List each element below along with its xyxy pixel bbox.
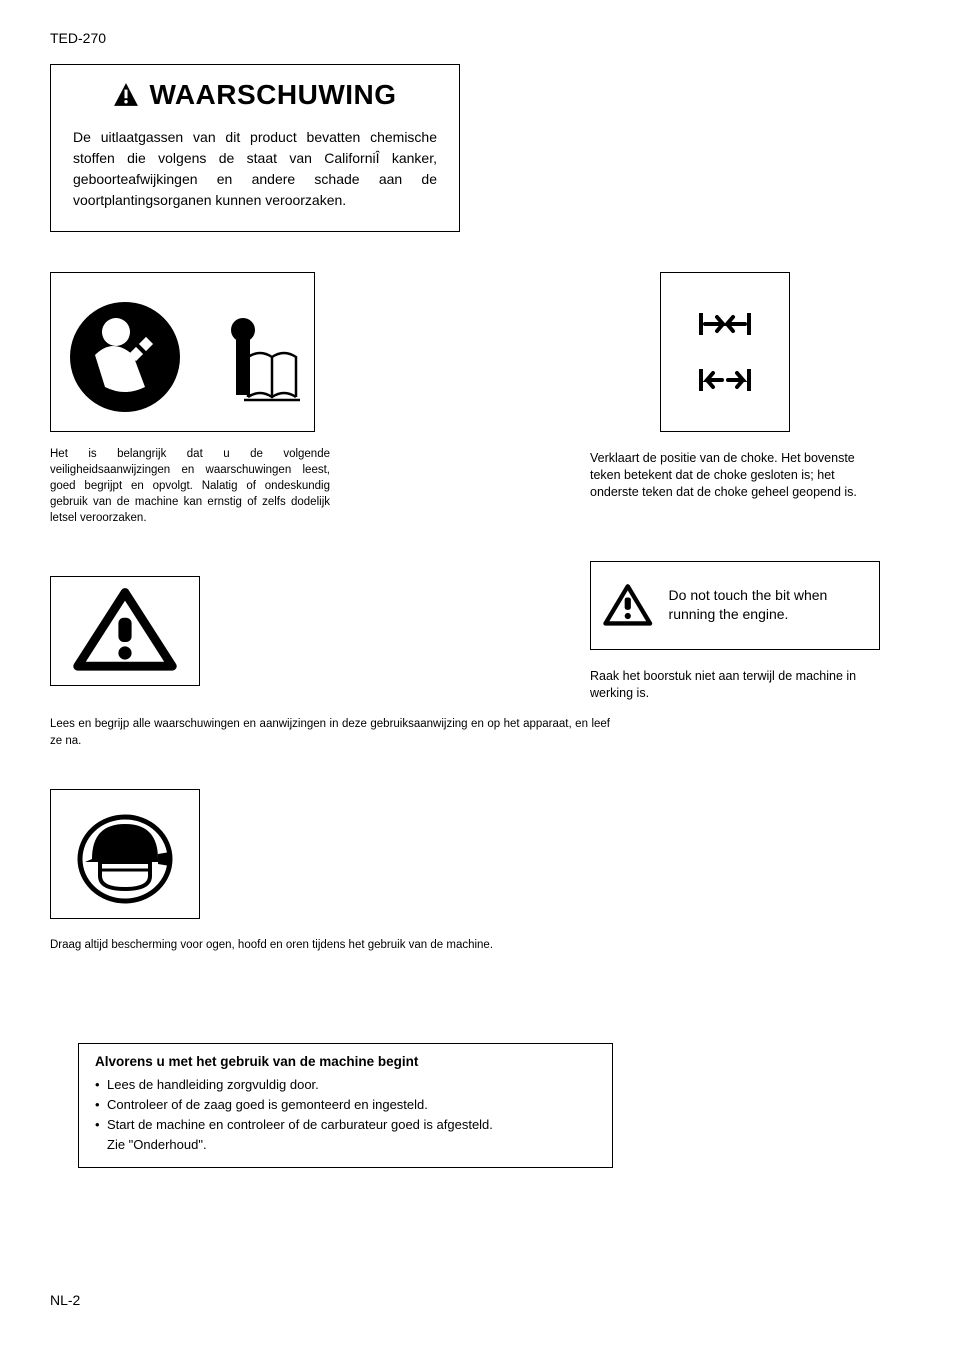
before-use-box: Alvorens u met het gebruik van de machin…	[78, 1043, 613, 1169]
bit-warning-text: Do not touch the bit when running the en…	[669, 586, 863, 624]
footer-code: NL-2	[50, 1292, 80, 1308]
choke-position-icon	[660, 272, 790, 432]
warning-box: WAARSCHUWING De uitlaatgassen van dit pr…	[50, 64, 460, 232]
ppe-caption: Draag altijd bescherming voor ogen, hoof…	[50, 937, 610, 953]
warning-title-row: WAARSCHUWING	[73, 79, 437, 111]
safety-read-manual-icon	[50, 272, 315, 432]
before-use-title: Alvorens u met het gebruik van de machin…	[95, 1054, 596, 1069]
right-column: Verklaart de positie van de choke. Het b…	[590, 272, 900, 716]
warning-text: De uitlaatgassen van dit product bevatte…	[73, 127, 437, 211]
bit-warning-triangle-icon	[603, 574, 653, 637]
choke-caption: Verklaart de positie van de choke. Het b…	[590, 450, 870, 501]
ppe-helmet-icon	[50, 789, 200, 919]
alert-triangle-icon	[113, 82, 139, 108]
warning-title: WAARSCHUWING	[149, 79, 396, 111]
header-code: TED-270	[50, 30, 904, 46]
before-use-list: Lees de handleiding zorgvuldig door. Con…	[95, 1075, 596, 1156]
left-column: Het is belangrijk dat u de volgende veil…	[50, 272, 450, 716]
read-warnings-caption-row: Lees en begrijp alle waarschuwingen en a…	[50, 716, 610, 748]
list-item: Start de machine en controleer of de car…	[95, 1115, 596, 1135]
bit-warning-box: Do not touch the bit when running the en…	[590, 561, 880, 650]
choke-open-icon	[695, 365, 755, 395]
bit-warning-caption: Raak het boorstuk niet aan terwijl de ma…	[590, 668, 870, 702]
list-item: Lees de handleiding zorgvuldig door.	[95, 1075, 596, 1095]
list-item: Controleer of de zaag goed is gemonteerd…	[95, 1095, 596, 1115]
list-item: Zie "Onderhoud".	[95, 1135, 596, 1155]
choke-closed-icon	[695, 309, 755, 339]
content-columns: Het is belangrijk dat u de volgende veil…	[50, 272, 904, 716]
read-warnings-caption: Lees en begrijp alle waarschuwingen en a…	[50, 716, 610, 748]
warning-triangle-icon	[50, 576, 200, 686]
safety-caption: Het is belangrijk dat u de volgende veil…	[50, 446, 330, 526]
